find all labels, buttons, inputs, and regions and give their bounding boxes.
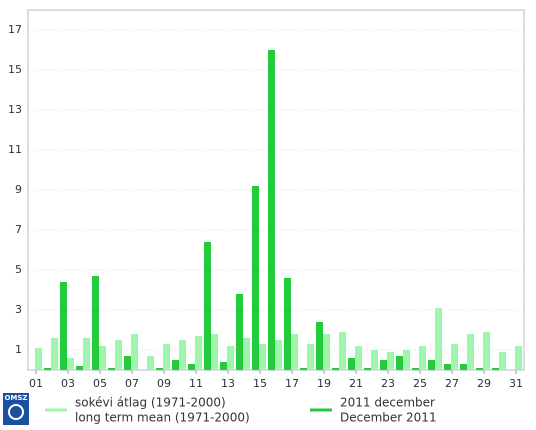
bar <box>92 276 99 370</box>
y-tick-label: 17 <box>8 23 22 36</box>
bar <box>412 368 419 370</box>
y-tick-label: 1 <box>15 343 22 356</box>
x-tick-label: 07 <box>125 377 139 390</box>
x-tick-label: 09 <box>157 377 171 390</box>
y-tick-label: 9 <box>15 183 22 196</box>
bar <box>451 344 458 370</box>
legend-label: 2011 december <box>340 396 435 410</box>
bar <box>444 364 451 370</box>
bar <box>51 338 58 370</box>
bar <box>364 368 371 370</box>
bar <box>339 332 346 370</box>
bar <box>243 338 250 370</box>
bar <box>163 344 170 370</box>
bar <box>220 362 227 370</box>
bar <box>371 350 378 370</box>
bar <box>131 334 138 370</box>
bar <box>44 368 51 370</box>
bar <box>227 346 234 370</box>
bar <box>83 338 90 370</box>
bar <box>300 368 307 370</box>
bar <box>275 340 282 370</box>
legend-label: December 2011 <box>340 411 437 425</box>
bar <box>355 346 362 370</box>
bar <box>348 358 355 370</box>
bar <box>259 344 266 370</box>
x-tick-label: 11 <box>189 377 203 390</box>
bar <box>387 352 394 370</box>
logo: OMSZ <box>3 393 29 425</box>
y-tick-label: 5 <box>15 263 22 276</box>
x-tick-label: 15 <box>253 377 267 390</box>
bar <box>108 368 115 370</box>
bar <box>236 294 243 370</box>
bar <box>115 340 122 370</box>
bar <box>179 340 186 370</box>
x-tick-label: 03 <box>61 377 75 390</box>
x-tick-label: 23 <box>381 377 395 390</box>
bar <box>124 356 131 370</box>
legend-label: long term mean (1971-2000) <box>75 411 250 425</box>
x-tick-label: 29 <box>477 377 491 390</box>
y-tick-label: 15 <box>8 63 22 76</box>
bar <box>467 334 474 370</box>
bar <box>291 334 298 370</box>
bar <box>435 308 442 370</box>
plot-area <box>27 9 525 371</box>
bar <box>67 358 74 370</box>
y-tick-label: 7 <box>15 223 22 236</box>
bar <box>268 50 275 370</box>
logo-swirl <box>8 404 24 420</box>
bar <box>284 278 291 370</box>
bar <box>195 336 202 370</box>
y-tick-label: 11 <box>8 143 22 156</box>
bar <box>316 322 323 370</box>
bar <box>499 352 506 370</box>
bar <box>476 368 483 370</box>
y-tick-label: 3 <box>15 303 22 316</box>
bar <box>460 364 467 370</box>
bar <box>76 366 83 370</box>
bar <box>35 348 42 370</box>
x-tick-label: 01 <box>29 377 43 390</box>
bar <box>483 332 490 370</box>
bar <box>99 346 106 370</box>
logo-text: OMSZ <box>4 394 27 402</box>
bar <box>380 360 387 370</box>
legend: sokévi átlag (1971-2000)long term mean (… <box>45 396 437 425</box>
bar <box>428 360 435 370</box>
x-tick-label: 13 <box>221 377 235 390</box>
bar <box>396 356 403 370</box>
bar <box>147 356 154 370</box>
x-tick-label: 27 <box>445 377 459 390</box>
bar <box>419 346 426 370</box>
bar <box>172 360 179 370</box>
bar <box>332 368 339 370</box>
bar <box>307 344 314 370</box>
legend-label: sokévi átlag (1971-2000) <box>75 396 226 410</box>
bar <box>188 364 195 370</box>
bar <box>156 368 163 370</box>
bar <box>252 186 259 370</box>
y-tick-label: 13 <box>8 103 22 116</box>
bar <box>492 368 499 370</box>
x-tick-label: 19 <box>317 377 331 390</box>
bar <box>204 242 211 370</box>
x-tick-label: 17 <box>285 377 299 390</box>
bar <box>403 350 410 370</box>
bar <box>211 334 218 370</box>
x-tick-label: 05 <box>93 377 107 390</box>
bar <box>60 282 67 370</box>
x-tick-label: 25 <box>413 377 427 390</box>
bar <box>515 346 522 370</box>
x-tick-label: 21 <box>349 377 363 390</box>
x-tick-label: 31 <box>509 377 523 390</box>
bar <box>323 334 330 370</box>
